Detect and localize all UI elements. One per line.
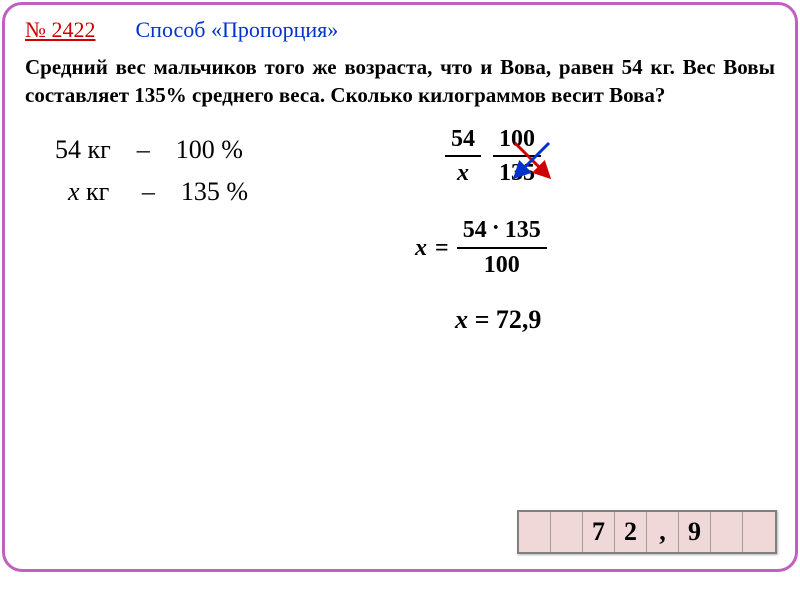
frac1-den: х [451,159,475,188]
solve-eq: = [435,235,449,262]
result-value: 72,9 [496,305,542,334]
answer-boxes[interactable]: 7 2 , 9 [517,510,777,554]
answer-cell[interactable] [711,512,743,552]
solve-num-b: 135 [505,217,541,243]
solve-equation: x = 54 . 135 100 [415,216,547,280]
result-var: x [455,305,468,334]
frac1-num: 54 [445,125,481,154]
frac2-num: 100 [493,125,541,154]
setup-line-2: х кг – 135 % [55,177,345,207]
answer-cell[interactable]: 2 [615,512,647,552]
answer-cell[interactable] [519,512,551,552]
setup-kg-1: 54 кг [55,135,111,164]
solve-num: 54 . 135 [457,216,547,245]
calculation-column: 54 х 10 [445,125,547,335]
setup-var-x: х [68,177,80,206]
solve-den: 100 [478,251,526,280]
method-title: Способ «Пропорция» [136,17,339,43]
setup-kg-2: кг [80,177,110,206]
solve-bar [457,247,547,249]
frac1-bar [445,155,481,157]
answer-cell[interactable]: , [647,512,679,552]
solve-num-a: 54 [463,217,487,243]
answer-cell[interactable] [743,512,775,552]
answer-cell[interactable] [551,512,583,552]
fraction-1: 54 х [445,125,481,189]
setup-pct-1: 100 % [176,135,243,164]
frac2-bar [493,155,541,157]
solve-var: x [415,235,427,262]
fraction-2: 100 135 [493,125,541,189]
solve-fraction: 54 . 135 100 [457,216,547,280]
result-eq: = [468,305,496,334]
frac2-den: 135 [493,159,541,188]
proportion-setup: 54 кг – 100 % х кг – 135 % [25,135,345,219]
header-row: № 2422 Способ «Пропорция» [25,17,775,43]
proportion-equation: 54 х 10 [445,125,547,189]
problem-text: Средний вес мальчиков того же возраста, … [25,53,775,110]
main-content: 54 кг – 100 % х кг – 135 % 54 х [25,135,775,219]
mult-dot-icon: . [487,209,505,235]
answer-cell[interactable]: 9 [679,512,711,552]
setup-sep-1: – [137,135,150,164]
slide-frame: № 2422 Способ «Пропорция» Средний вес ма… [2,2,798,572]
setup-sep-2: – [142,177,155,206]
result-line: x = 72,9 [455,305,547,335]
problem-number: № 2422 [25,17,96,43]
setup-pct-2: 135 % [181,177,248,206]
setup-line-1: 54 кг – 100 % [55,135,345,165]
answer-cell[interactable]: 7 [583,512,615,552]
answer-box-group: 7 2 , 9 [517,510,777,554]
